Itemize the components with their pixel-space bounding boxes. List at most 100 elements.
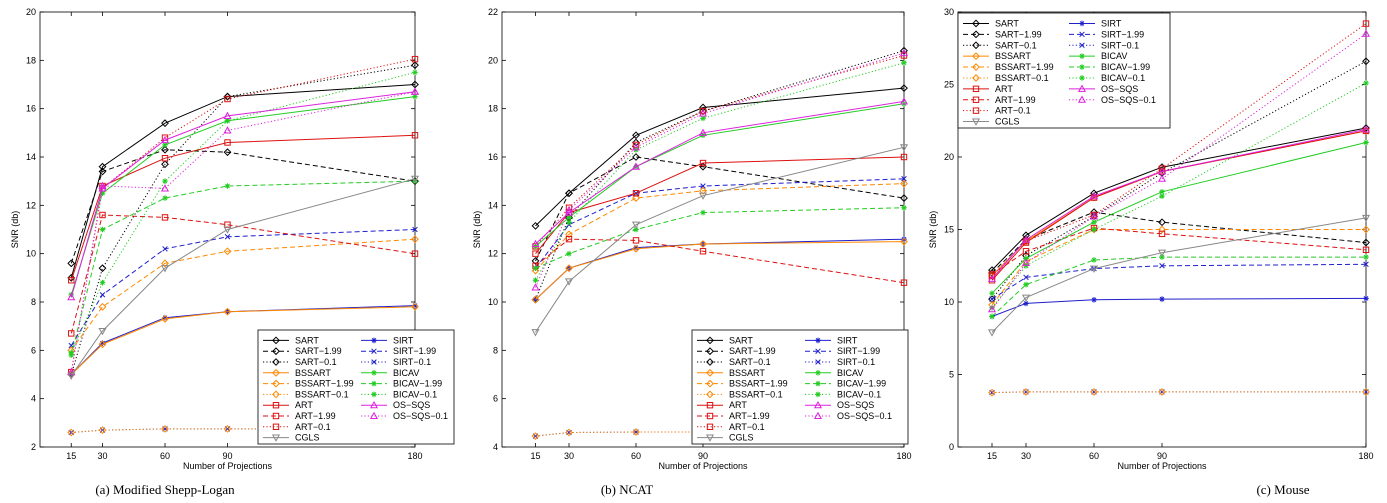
y-tick-label: 6 [31,345,36,355]
data-point [162,178,168,184]
legend-label: SIRT−1.99 [837,346,880,356]
legend-label: ART−1.99 [995,95,1036,105]
data-point [98,327,107,336]
series-line [70,178,416,376]
data-point [632,138,640,147]
series-13 [532,101,907,250]
x-tick-label: 90 [222,451,232,461]
legend-marker [371,391,377,398]
data-point [99,226,106,233]
data-point [1022,387,1030,396]
legend-label: ART−0.1 [995,106,1031,116]
legend-label: SIRT−1.99 [1101,29,1144,39]
data-point [566,214,572,221]
legend-label: OS−SQS−0.1 [837,411,892,421]
series-line [991,391,1366,394]
series-10 [988,127,1370,284]
legend-label: SART [295,335,319,345]
legend-marker [972,107,980,114]
series-line [70,84,416,278]
series-16 [531,97,909,248]
series-line [70,149,416,264]
y-tick-label: 8 [31,297,36,307]
data-point [1363,139,1369,146]
data-point [700,209,706,216]
legend-marker [369,411,379,420]
series-9 [988,387,1370,397]
legend-marker [272,368,280,377]
data-point [99,279,106,286]
figure-caption: (b) NCAT [601,482,653,497]
legend-label: SART−0.1 [995,40,1037,50]
legend-marker [706,368,714,377]
data-point [1159,193,1165,199]
data-point [412,93,418,100]
legend-marker [272,347,280,356]
data-point [532,250,539,257]
y-tick-label: 20 [944,152,954,162]
legend-marker [272,402,280,409]
legend-marker [706,379,714,388]
legend-marker [272,379,280,388]
data-point [1361,29,1371,37]
data-point [1159,254,1165,260]
series-line [991,130,1367,281]
legend-label: CGLS [729,433,754,443]
data-point [162,246,168,252]
data-point [566,219,572,226]
legend-marker [371,380,377,387]
data-point [899,48,909,57]
data-point [410,175,420,183]
data-point [532,265,539,271]
legend-marker [972,52,980,61]
data-point [224,139,231,146]
data-point [901,175,907,182]
data-point [632,131,640,140]
series-line [535,183,905,271]
legend-marker [1079,64,1085,70]
data-point [901,204,907,211]
legend-label: OS−SQS−0.1 [1101,95,1156,105]
data-point [987,274,997,282]
data-point [1089,265,1099,273]
legend-marker [1079,42,1085,49]
legend-marker [1077,95,1087,103]
legend-marker [369,400,379,409]
legend-marker [1079,20,1085,27]
data-point [412,226,418,233]
series-18 [987,214,1371,337]
series-line [70,134,416,281]
y-tick-label: 10 [26,249,36,259]
data-point [1362,225,1370,234]
legend-label: BICAV−1.99 [393,379,442,389]
series-5 [68,226,418,349]
data-point [411,61,419,70]
legend-marker [972,30,980,39]
data-point [223,226,232,234]
series-line [70,229,416,346]
data-point [1091,257,1097,263]
data-point [633,244,639,251]
y-tick-label: 8 [493,345,498,355]
data-point [411,250,419,257]
data-point [1021,235,1031,243]
legend-marker [971,118,981,126]
series-line [535,50,905,300]
y-tick-label: 10 [944,297,954,307]
legend-marker [815,337,821,344]
data-point [223,111,232,119]
series-8 [531,179,908,275]
series-line [70,58,416,373]
series-line [535,52,905,288]
legend: SARTSART−1.99SART−0.1BSSARTBSSART−1.99BS… [957,12,1171,129]
figure-caption: (a) Modified Shepp-Logan [95,482,235,497]
data-point [1158,225,1166,234]
data-point [1362,238,1370,247]
y-tick-label: 16 [26,104,36,114]
series-14 [532,204,907,271]
data-point [99,340,106,346]
data-point [224,183,231,189]
series-line [535,103,905,247]
legend-marker [272,390,280,399]
data-point [223,307,232,316]
